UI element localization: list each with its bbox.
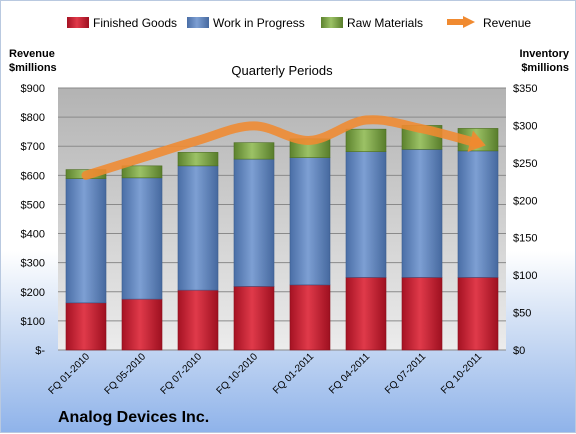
- bar-work-in-progress: [402, 149, 442, 277]
- legend-label-work-in-progress: Work in Progress: [213, 16, 305, 30]
- bar-work-in-progress: [346, 152, 386, 278]
- bar-finished-goods: [66, 303, 106, 350]
- right-axis-title-line1: Inventory: [519, 48, 569, 60]
- right-tick-label: $250: [513, 158, 537, 170]
- legend-swatch-finished-goods: [67, 17, 89, 28]
- bar-work-in-progress: [66, 179, 106, 303]
- company-name: Analog Devices Inc.: [58, 409, 209, 426]
- bar-work-in-progress: [122, 178, 162, 299]
- bar-finished-goods: [346, 277, 386, 350]
- bar-finished-goods: [178, 290, 218, 350]
- left-tick-label: $600: [21, 170, 45, 182]
- right-tick-label: $0: [513, 345, 525, 357]
- x-tick-label: FQ 01-2010: [47, 351, 93, 397]
- bar-raw-materials: [234, 143, 274, 159]
- legend-label-revenue: Revenue: [483, 16, 531, 30]
- bar-raw-materials: [178, 152, 218, 165]
- right-tick-label: $150: [513, 233, 537, 245]
- x-tick-label: FQ 05-2010: [103, 351, 149, 397]
- bar-work-in-progress: [234, 159, 274, 286]
- left-tick-label: $400: [21, 229, 45, 241]
- bar-finished-goods: [402, 277, 442, 350]
- right-tick-label: $300: [513, 120, 537, 132]
- bar-work-in-progress: [178, 166, 218, 290]
- left-tick-label: $800: [21, 112, 45, 124]
- left-tick-label: $200: [21, 287, 45, 299]
- bar-work-in-progress: [458, 151, 498, 278]
- left-axis-title-line1: Revenue: [9, 48, 55, 60]
- bar-raw-materials: [122, 166, 162, 178]
- bar-work-in-progress: [290, 158, 330, 285]
- x-tick-label: FQ 04-2011: [327, 351, 372, 396]
- legend: Finished Goods Work in Progress Raw Mate…: [67, 16, 531, 30]
- bar-finished-goods: [122, 299, 162, 350]
- right-tick-label: $100: [513, 270, 537, 282]
- legend-swatch-work-in-progress: [187, 17, 209, 28]
- right-tick-label: $200: [513, 195, 537, 207]
- x-tick-label: FQ 10-2011: [439, 351, 484, 396]
- right-axis-ticks: $0 $50 $100 $150 $200 $250 $300 $350: [513, 83, 537, 357]
- bar-raw-materials: [346, 129, 386, 151]
- legend-label-finished-goods: Finished Goods: [93, 16, 177, 30]
- chart-title: Quarterly Periods: [231, 63, 333, 78]
- left-axis-title-line2: $millions: [9, 62, 57, 74]
- left-tick-label: $-: [35, 345, 45, 357]
- right-axis-title-line2: $millions: [521, 62, 569, 74]
- x-tick-label: FQ 10-2010: [215, 351, 261, 397]
- bar-finished-goods: [458, 277, 498, 350]
- legend-label-raw-materials: Raw Materials: [347, 16, 423, 30]
- x-tick-label: FQ 01-2011: [271, 351, 316, 396]
- left-tick-label: $700: [21, 141, 45, 153]
- left-tick-label: $500: [21, 199, 45, 211]
- left-axis-ticks: $- $100 $200 $300 $400 $500 $600 $700 $800 $900: [21, 83, 46, 357]
- x-tick-label: FQ 07-2010: [159, 351, 205, 397]
- legend-swatch-raw-materials: [321, 17, 343, 28]
- right-tick-label: $350: [513, 83, 537, 95]
- left-tick-label: $300: [21, 258, 45, 270]
- left-tick-label: $900: [21, 83, 45, 95]
- legend-swatch-revenue-arrowhead: [463, 16, 475, 28]
- bar-finished-goods: [234, 286, 274, 350]
- bar-finished-goods: [290, 285, 330, 350]
- left-tick-label: $100: [21, 316, 45, 328]
- x-tick-label: FQ 07-2011: [383, 351, 428, 396]
- right-tick-label: $50: [513, 308, 531, 320]
